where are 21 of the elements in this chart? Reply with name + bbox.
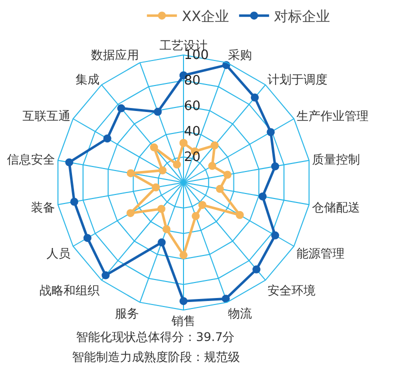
text: 智能化现状总体得分：39.7分 (76, 330, 235, 344)
legend-label: 对标企业 (274, 9, 330, 26)
spoke-label: 信息安全 (7, 152, 56, 167)
spoke-label: 互联互通 (22, 108, 71, 123)
spoke-label: 数据应用 (90, 48, 139, 62)
spoke-label: 计划于调度 (267, 72, 328, 86)
spoke-label: 销售 (170, 314, 196, 328)
spoke-label: 服务 (114, 306, 139, 321)
spoke-label: 战略和组织 (40, 283, 100, 298)
spoke-label: 能源管理 (296, 246, 344, 260)
spoke-label: 物流 (228, 306, 252, 321)
spoke-label: 装备 (31, 200, 56, 214)
legend-label: XX企业 (182, 9, 230, 26)
spoke-label: 采购 (228, 48, 252, 62)
spoke-label: 集成 (76, 72, 100, 86)
spoke-label: 生产作业管理 (296, 108, 368, 123)
text: 智能制造力成熟度阶段：规范级 (72, 350, 240, 364)
spoke-label: 仓储配送 (312, 200, 360, 214)
spoke-label: 质量控制 (312, 152, 360, 167)
spoke-label: 人员 (46, 246, 71, 260)
spoke-label: 安全环境 (267, 283, 316, 298)
